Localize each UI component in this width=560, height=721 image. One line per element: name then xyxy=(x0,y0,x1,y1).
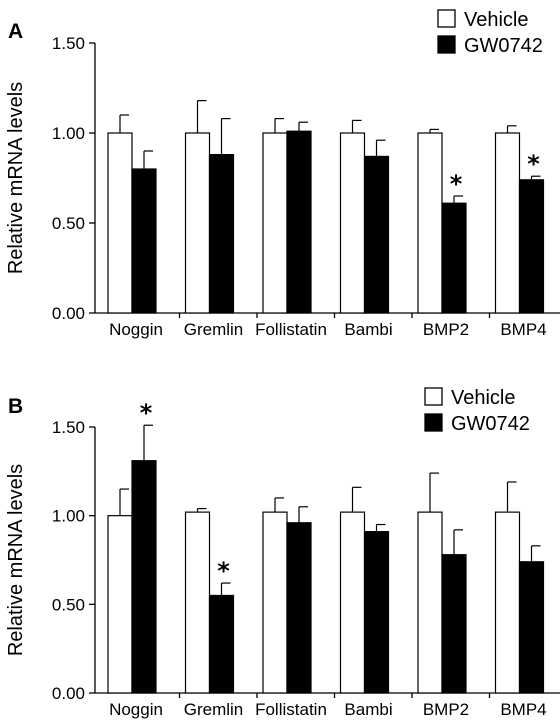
panel-a: A 0.00 0.50 1.00 1.50 Relative mRNA levels Nog… xyxy=(5,9,560,339)
panel-b: B 0.00 0.50 1.00 1.50 Relative mRNA levels Nog… xyxy=(5,387,560,719)
bar-gw0742 xyxy=(131,168,157,314)
legend-swatch-vehicle xyxy=(437,9,456,28)
bar-vehicle xyxy=(107,132,133,314)
legend-label: Vehicle xyxy=(464,9,529,31)
y-tick-label: 0.00 xyxy=(52,684,85,703)
category-label: Follistatin xyxy=(255,700,327,719)
legend-swatch-gw0742 xyxy=(437,35,456,54)
bar-gw0742 xyxy=(208,594,235,694)
category-label: Follistatin xyxy=(255,320,327,339)
legend-swatch-gw0742 xyxy=(424,413,443,432)
bar-gw0742 xyxy=(286,130,312,314)
y-tick-label: 1.50 xyxy=(52,34,85,53)
category-label: BMP4 xyxy=(500,320,546,339)
bar-vehicle xyxy=(107,515,133,694)
y-axis-label: Relative mRNA levels xyxy=(5,82,27,274)
significance-marker: * xyxy=(450,170,463,198)
y-tick-label: 1.50 xyxy=(52,418,85,437)
bar-vehicle xyxy=(494,132,521,314)
significance-marker: * xyxy=(527,150,540,178)
panel-letter: B xyxy=(8,395,23,418)
bar-gw0742 xyxy=(208,154,235,314)
significance-marker: * xyxy=(217,557,230,585)
bar-vehicle xyxy=(184,132,211,314)
y-tick-label: 0.00 xyxy=(52,304,85,323)
category-label: Gremlin xyxy=(184,320,244,339)
bar-gw0742 xyxy=(518,179,545,314)
bar-gw0742 xyxy=(441,202,467,314)
legend-label: Vehicle xyxy=(451,387,516,409)
category-label: Noggin xyxy=(109,700,163,719)
y-tick-label: 0.50 xyxy=(52,214,85,233)
bar-gw0742 xyxy=(518,561,545,694)
bar-vehicle xyxy=(262,132,288,314)
category-label: Bambi xyxy=(344,320,392,339)
legend-label: GW0742 xyxy=(451,413,530,435)
bar-vehicle xyxy=(184,511,211,694)
bar-gw0742 xyxy=(131,460,157,694)
category-label: Bambi xyxy=(344,700,392,719)
legend-label: GW0742 xyxy=(464,35,543,57)
bar-vehicle xyxy=(417,511,443,694)
category-label: Noggin xyxy=(109,320,163,339)
bar-vehicle xyxy=(262,511,288,694)
bar-vehicle xyxy=(417,132,443,314)
bar-gw0742 xyxy=(441,554,467,694)
bar-vehicle xyxy=(339,511,366,694)
y-tick-label: 1.00 xyxy=(52,124,85,143)
bar-gw0742 xyxy=(286,522,312,694)
y-tick-label: 0.50 xyxy=(52,595,85,614)
bar-vehicle xyxy=(339,132,366,314)
bar-gw0742 xyxy=(363,155,390,314)
y-axis-label: Relative mRNA levels xyxy=(5,464,27,656)
y-tick-label: 1.00 xyxy=(52,507,85,526)
bar-gw0742 xyxy=(363,531,390,694)
panel-letter: A xyxy=(8,20,23,43)
category-label: BMP4 xyxy=(500,700,546,719)
category-label: BMP2 xyxy=(423,320,469,339)
category-label: Gremlin xyxy=(184,700,244,719)
category-label: BMP2 xyxy=(423,700,469,719)
legend-swatch-vehicle xyxy=(424,387,443,406)
bar-vehicle xyxy=(494,511,521,694)
significance-marker: * xyxy=(140,399,153,427)
